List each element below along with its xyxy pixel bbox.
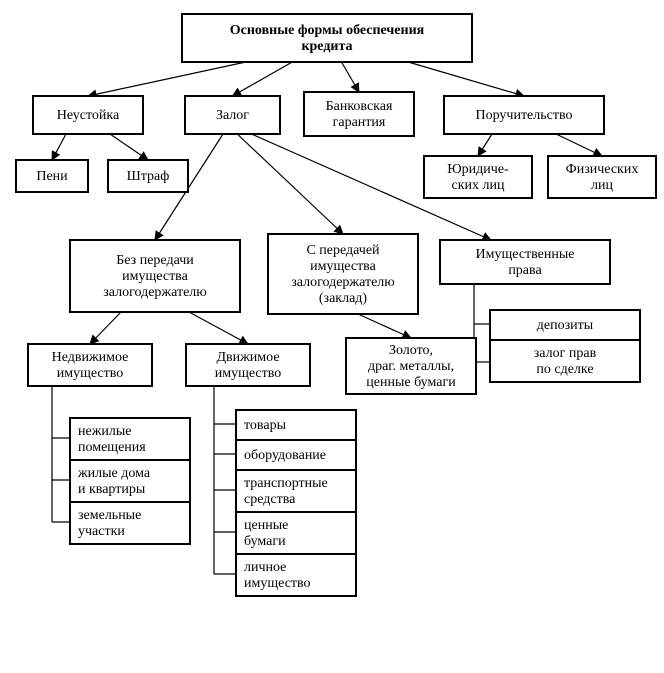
node-lichn: личноеимущество: [236, 554, 356, 596]
node-label: Неустойка: [57, 108, 120, 123]
node-depoz: депозиты: [490, 310, 640, 340]
node-label: ских лиц: [452, 178, 505, 193]
node-zprav: залог правпо сделке: [490, 340, 640, 382]
node-bez: Без передачиимуществазалогодержателю: [70, 240, 240, 312]
node-label: депозиты: [537, 318, 594, 333]
tree-diagram: Основные формы обеспечениякредита Неустой…: [0, 0, 664, 673]
node-label: лиц: [591, 178, 613, 193]
node-label: кредита: [301, 39, 352, 54]
node-label: и квартиры: [78, 482, 146, 497]
node-label: личное: [244, 560, 286, 575]
node-label: ценные: [244, 518, 288, 533]
node-nezhil: нежилыепомещения: [70, 418, 190, 460]
node-label: нежилые: [78, 424, 131, 439]
node-label: Основные формы обеспечения: [230, 23, 425, 38]
node-tovary: товары: [236, 410, 356, 440]
node-label: залогодержателю: [291, 275, 394, 290]
nodes-layer: Основные формы обеспечениякредита Неустой…: [16, 14, 656, 596]
edge-zalog-sper: [237, 134, 343, 234]
edge-root-bank: [342, 62, 360, 92]
node-label: помещения: [78, 440, 146, 455]
node-label: имущество: [215, 366, 282, 381]
node-label: Пени: [36, 169, 68, 184]
node-zhilye: жилые домаи квартиры: [70, 460, 190, 502]
node-oborud: оборудование: [236, 440, 356, 470]
node-bank: Банковскаягарантия: [304, 92, 414, 136]
node-label: Физических: [566, 162, 639, 177]
node-zoloto: Золото,драг. металлы,ценные бумаги: [346, 338, 476, 394]
node-label: жилые дома: [77, 466, 151, 481]
node-label: залогодержателю: [103, 285, 206, 300]
node-nedv: Недвижимоеимущество: [28, 344, 152, 386]
node-label: Имущественные: [476, 247, 575, 262]
node-poruch: Поручительство: [444, 96, 604, 134]
edge-poruch-fiz: [556, 134, 602, 156]
node-yur: Юридиче-ских лиц: [424, 156, 532, 198]
edge-root-neust: [88, 62, 246, 96]
node-label: бумаги: [244, 534, 286, 549]
node-imprava: Имущественныеправа: [440, 240, 610, 284]
node-label: имущества: [122, 269, 188, 284]
node-label: Банковская: [326, 99, 393, 114]
node-label: участки: [78, 524, 125, 539]
node-label: гарантия: [333, 115, 386, 130]
node-label: транспортные: [244, 476, 328, 491]
node-trans: транспортныесредства: [236, 470, 356, 512]
node-label: средства: [244, 492, 296, 507]
node-dviz: Движимоеимущество: [186, 344, 310, 386]
edge-root-poruch: [408, 62, 524, 96]
node-label: Юридиче-: [447, 162, 509, 177]
node-sper: С передачейимуществазалогодержателю(закл…: [268, 234, 418, 314]
node-label: имущества: [310, 259, 376, 274]
edge-sper-zoloto: [358, 314, 411, 338]
node-label: (заклад): [319, 291, 368, 306]
edge-neust-peni: [52, 134, 66, 160]
node-label: Залог: [216, 108, 249, 123]
node-label: права: [508, 263, 542, 278]
node-label: ценные бумаги: [366, 375, 456, 390]
node-root: Основные формы обеспечениякредита: [182, 14, 472, 62]
node-cenb: ценныебумаги: [236, 512, 356, 554]
node-label: оборудование: [244, 448, 326, 463]
node-label: товары: [244, 418, 287, 433]
node-fiz: Физическихлиц: [548, 156, 656, 198]
node-shtraf: Штраф: [108, 160, 188, 192]
node-zemel: земельныеучастки: [70, 502, 190, 544]
node-label: залог прав: [534, 346, 597, 361]
node-label: Золото,: [389, 343, 433, 358]
node-label: С передачей: [306, 243, 380, 258]
node-label: Движимое: [216, 350, 279, 365]
node-neust: Неустойка: [33, 96, 143, 134]
node-label: земельные: [78, 508, 141, 523]
node-label: Без передачи: [116, 253, 194, 268]
node-label: Поручительство: [475, 108, 572, 123]
edge-poruch-yur: [478, 134, 492, 156]
node-label: Недвижимое: [52, 350, 129, 365]
node-label: драг. металлы,: [368, 359, 454, 374]
node-label: имущество: [244, 576, 311, 591]
node-label: Штраф: [127, 169, 170, 184]
edge-bez-nedv: [90, 312, 121, 344]
edge-bez-dviz: [189, 312, 248, 344]
edge-root-zalog: [233, 62, 293, 96]
node-label: имущество: [57, 366, 124, 381]
node-peni: Пени: [16, 160, 88, 192]
node-label: по сделке: [536, 362, 593, 377]
node-zalog: Залог: [185, 96, 280, 134]
edge-neust-shtraf: [110, 134, 148, 160]
